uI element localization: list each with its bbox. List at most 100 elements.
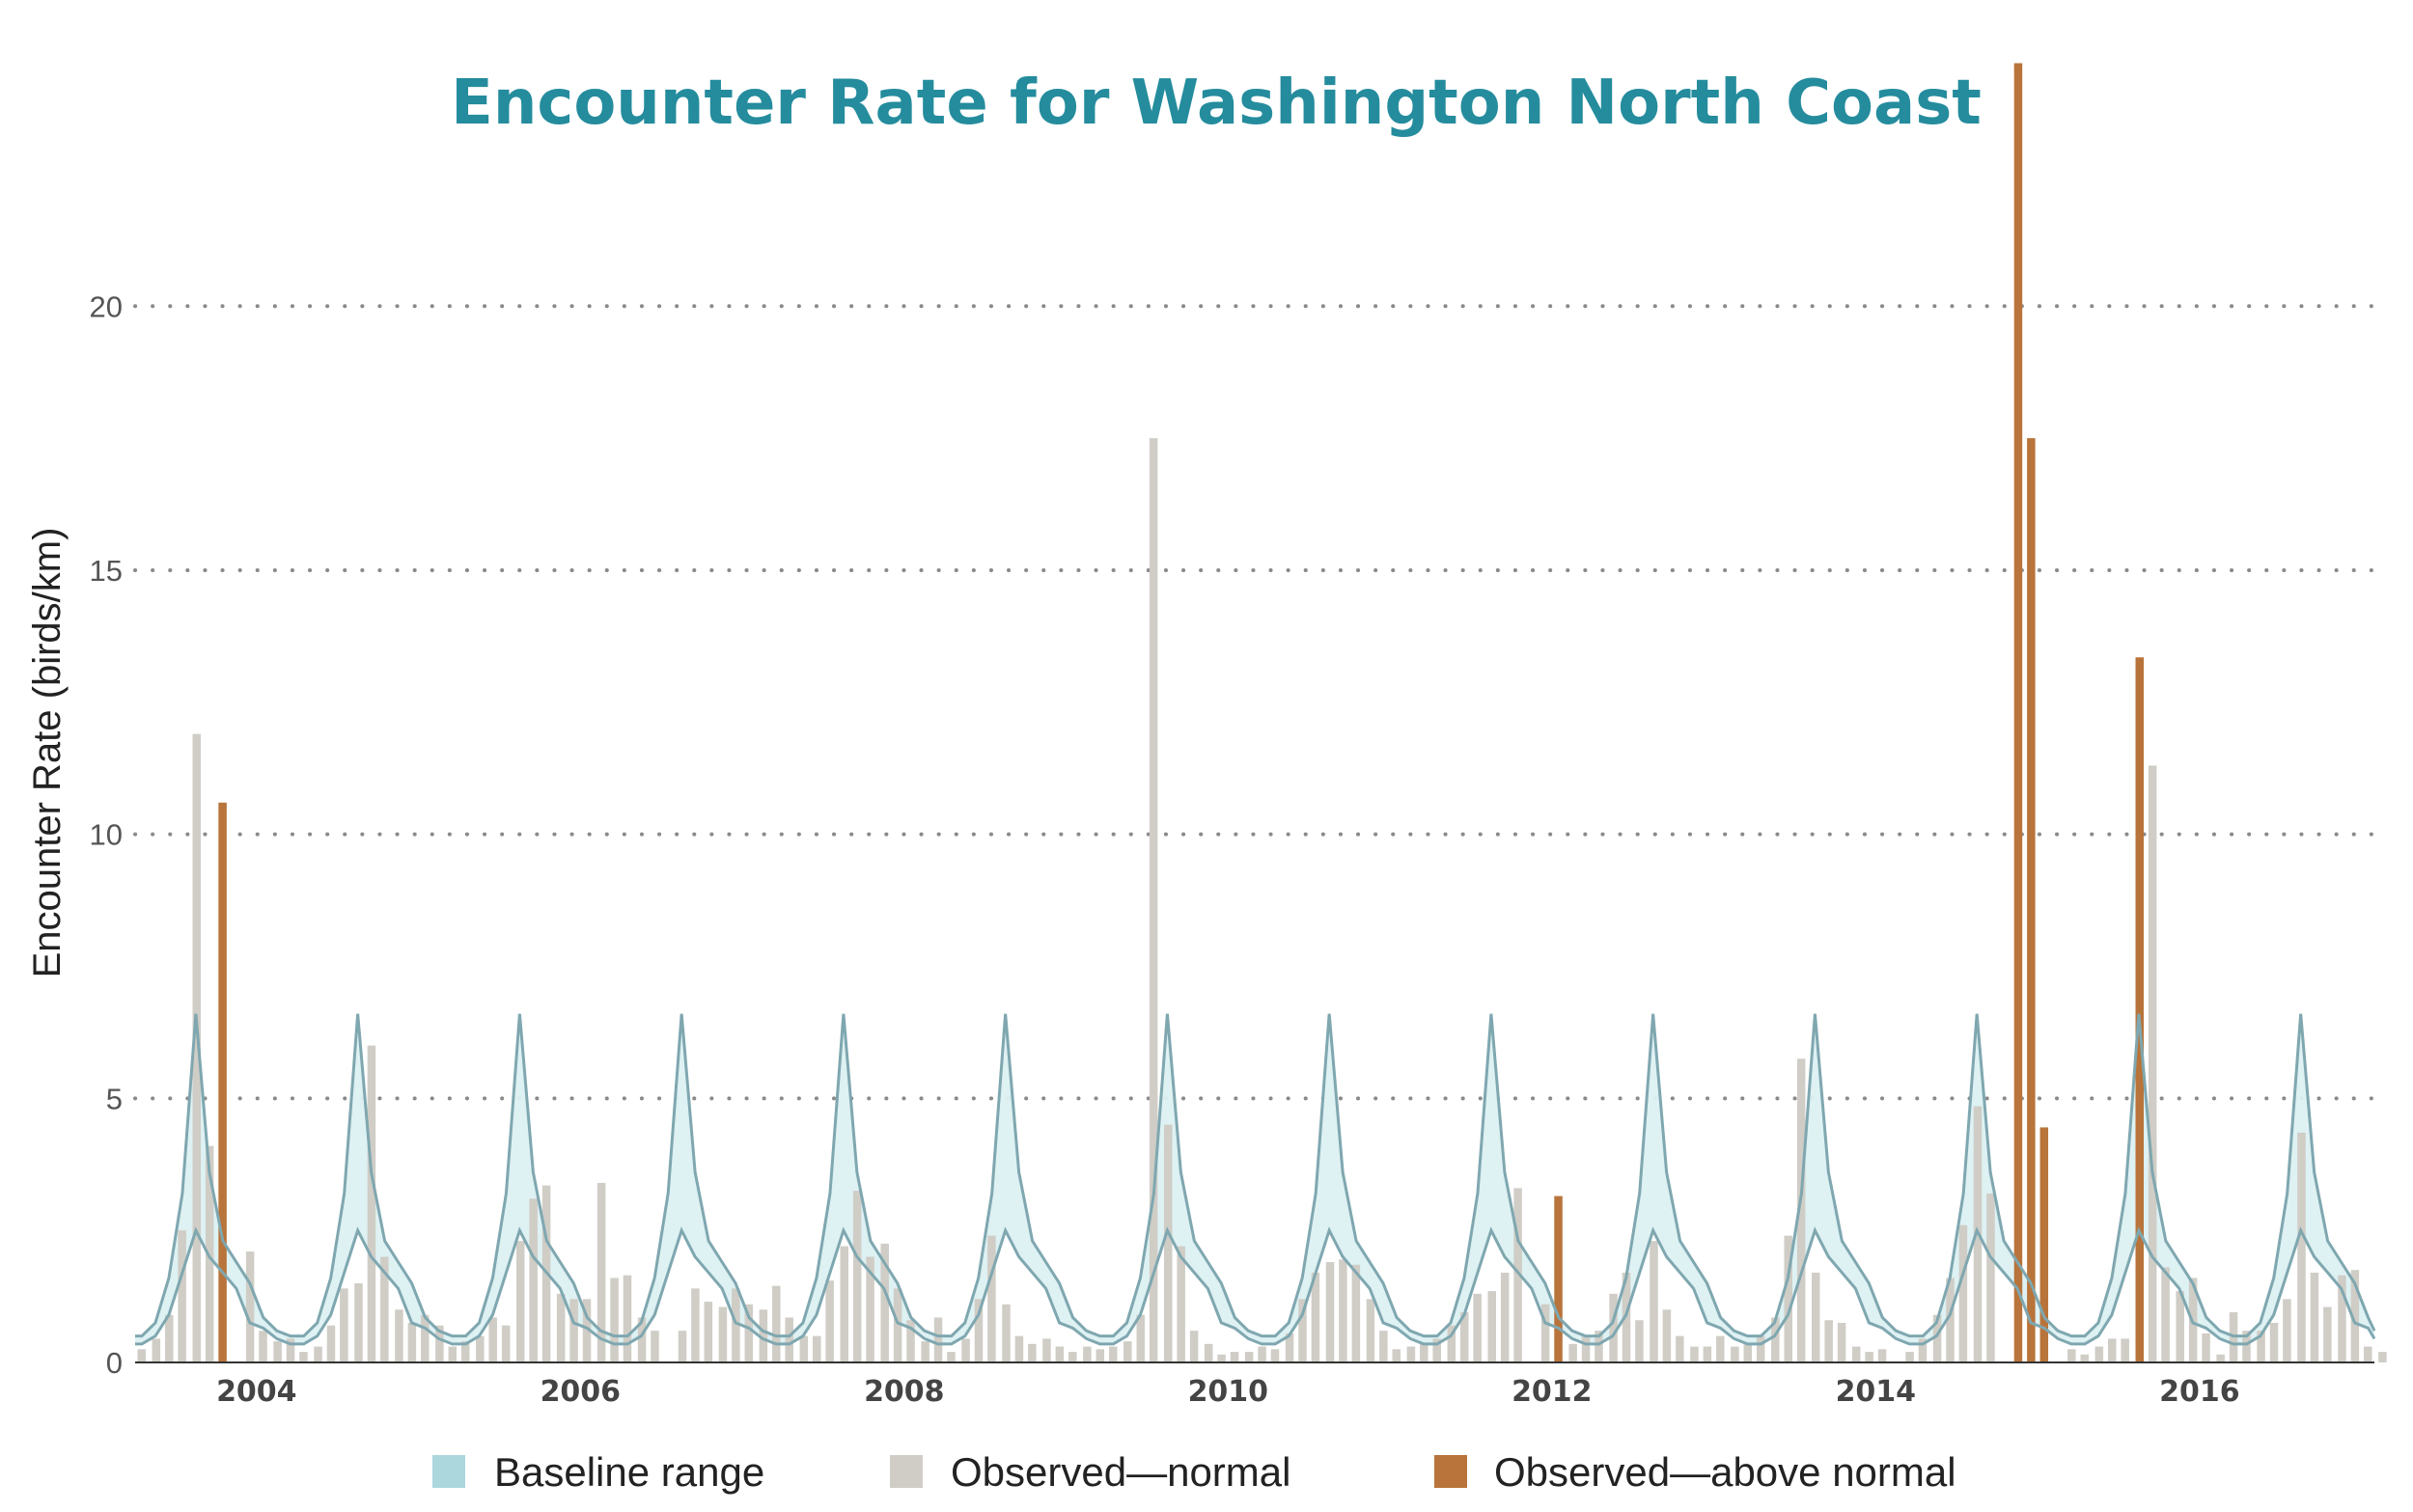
y-tick-label-5: 5 [106,1082,123,1115]
y-axis-label: Encounter Rate (birds/km) [26,528,69,978]
bar-observed-normal [367,1045,376,1362]
bar-observed-normal [395,1309,403,1362]
bar-observed-normal [947,1352,956,1362]
bar-observed-normal [1905,1352,1914,1362]
bar-observed-normal [880,1243,889,1362]
bar-observed-normal [2323,1306,2332,1362]
x-tick-label-2012: 2012 [1512,1375,1593,1409]
bar-observed-normal [1068,1352,1077,1362]
bar-observed-normal [759,1309,768,1362]
y-tick-label-15: 15 [90,554,123,588]
bar-observed-normal [1136,1314,1145,1362]
bar-observed-normal [1164,1124,1173,1362]
x-tick-label-2010: 2010 [1188,1375,1269,1409]
bar-observed-normal [164,1314,174,1362]
bar-observed-above-normal [2027,438,2036,1363]
bar-observed-normal [732,1288,740,1362]
bar-observed-normal [1622,1272,1631,1362]
bar-observed-above-normal [2135,657,2145,1362]
bar-observed-normal [1339,1259,1347,1362]
bar-observed-normal [1784,1235,1792,1362]
bar-observed-normal [1595,1331,1603,1362]
bar-observed-normal [704,1302,713,1362]
bar-observed-normal [1244,1352,1254,1362]
bar-observed-normal [1676,1335,1684,1362]
bar-observed-normal [1432,1338,1441,1362]
bar-observed-normal [435,1325,444,1362]
bar-observed-normal [921,1341,929,1362]
bar-observed-normal [1946,1278,1955,1362]
bar-observed-normal [1513,1188,1522,1362]
bar-observed-normal [799,1335,809,1362]
bar-observed-normal [1473,1293,1482,1362]
bar-observed-normal [974,1299,984,1362]
bar-observed-normal [852,1191,862,1362]
bar-observed-normal [1743,1343,1753,1362]
bar-observed-normal [906,1320,915,1362]
baseline-low-line [135,1226,2376,1346]
bar-observed-normal [1459,1312,1469,1362]
bar-observed-normal [340,1288,348,1362]
legend-swatch-observed-normal [890,1455,923,1488]
baseline-outline [135,1013,2376,1346]
x-axis-ticks: 2004 2006 2008 2010 2012 2014 2016 [216,1375,2240,1409]
bar-observed-above-normal [2013,63,2023,1363]
bar-observed-normal [2121,1338,2129,1362]
bar-observed-normal [476,1335,485,1362]
bar-observed-normal [825,1280,834,1362]
bar-observed-normal [1042,1338,1051,1362]
bar-observed-normal [1609,1293,1618,1362]
bar-observed-normal [2338,1275,2346,1362]
bar-observed-normal [651,1331,659,1362]
bar-observed-normal [1540,1304,1550,1362]
bar-observed-above-normal [1554,1196,1563,1362]
bar-observed-normal [1918,1338,1928,1362]
bar-observed-normal [691,1288,700,1362]
bar-observed-normal [1420,1343,1428,1362]
bar-observed-normal [501,1325,511,1362]
bar-observed-normal [1217,1354,1226,1362]
legend-label-baseline: Baseline range [494,1449,764,1495]
bar-observed-normal [1055,1346,1065,1362]
bar-observed-normal [2216,1354,2225,1362]
legend-label-observed-above-normal: Observed—above normal [1494,1449,1956,1495]
gridlines [133,304,2376,1101]
bar-observed-normal [1986,1193,1995,1362]
bar-observed-normal [326,1325,336,1362]
bar-observed-normal [314,1346,322,1362]
bar-observed-normal [718,1306,728,1362]
bar-observed-normal [1837,1322,1846,1362]
baseline-range-fill [135,1013,2374,1344]
bar-observed-normal [192,733,201,1362]
bar-observed-normal [1014,1335,1024,1362]
bar-observed-normal [1771,1317,1780,1362]
bar-observed-normal [2269,1322,2279,1362]
bar-observed-normal [1177,1246,1185,1362]
bar-observed-normal [1690,1346,1699,1362]
bar-observed-normal [2161,1267,2170,1362]
bar-observed-normal [1285,1333,1294,1362]
observation-bars [137,63,2387,1363]
bar-observed-normal [488,1317,497,1362]
bar-observed-normal [448,1346,458,1362]
x-tick-label-2014: 2014 [1836,1375,1917,1409]
bar-observed-normal [2283,1299,2291,1362]
bar-observed-normal [1123,1341,1132,1362]
bar-observed-normal [354,1282,363,1362]
x-tick-label-2008: 2008 [864,1375,945,1409]
chart-title: Encounter Rate for Washington North Coas… [451,68,1982,139]
bar-observed-normal [1487,1291,1497,1362]
bar-observed-normal [178,1230,186,1362]
baseline-band [135,1013,2374,1344]
bar-observed-normal [152,1338,161,1362]
bar-observed-normal [1500,1272,1510,1362]
bar-observed-normal [2202,1333,2210,1362]
bar-observed-normal [1958,1224,1968,1362]
bar-observed-normal [1270,1349,1280,1362]
bar-observed-normal [1002,1304,1011,1362]
bar-observed-normal [1581,1335,1591,1362]
x-tick-label-2006: 2006 [541,1375,622,1409]
bar-observed-normal [299,1352,308,1362]
bar-observed-normal [1258,1346,1266,1362]
y-axis-ticks: 0 5 10 15 20 [90,289,123,1380]
